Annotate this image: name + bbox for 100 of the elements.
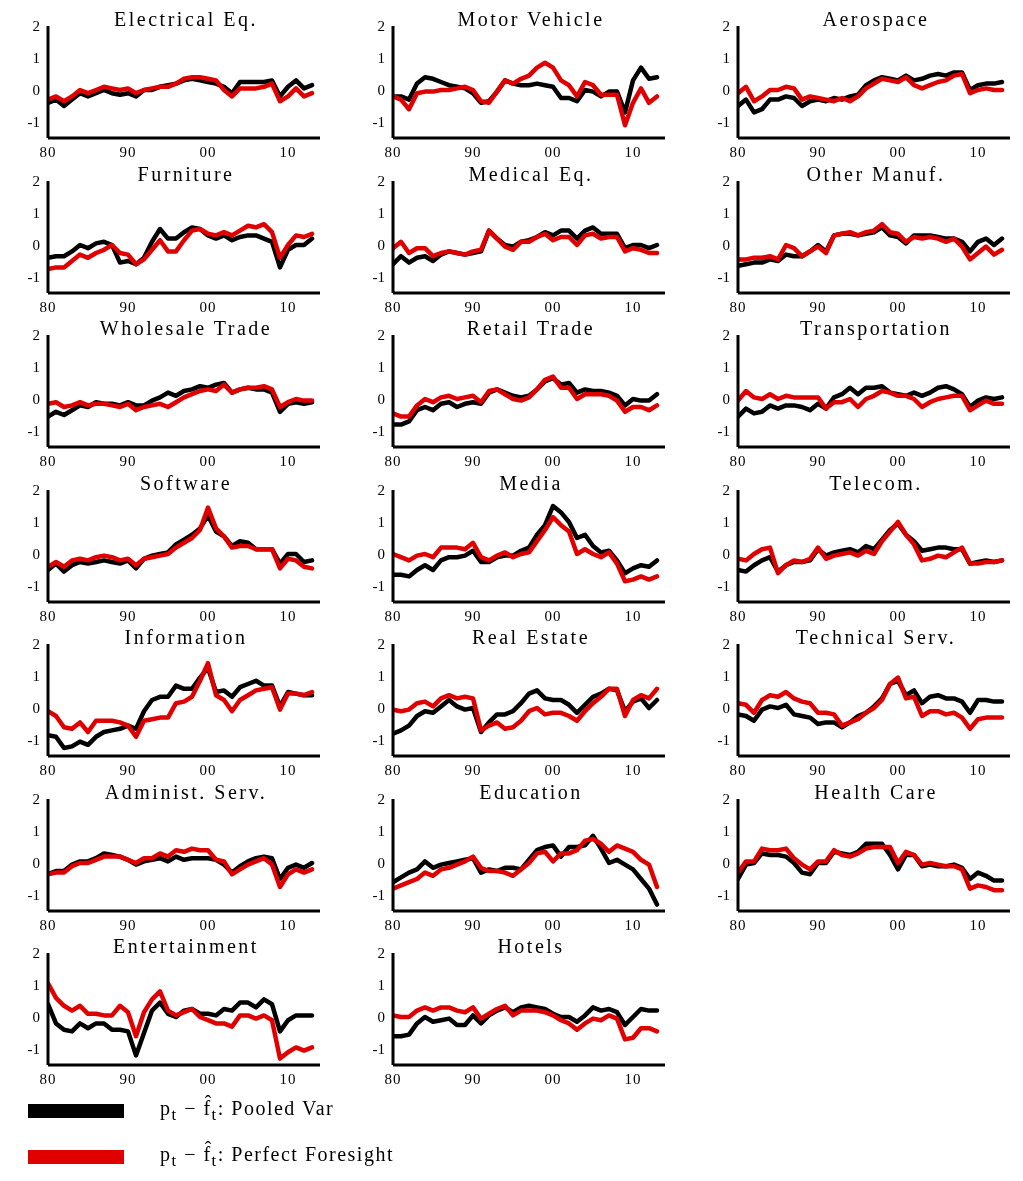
x-tick-label: 10 bbox=[624, 143, 642, 160]
chart-title: Technical Serv. bbox=[794, 626, 958, 649]
x-tick-label: 90 bbox=[809, 761, 827, 778]
chart-title: Telecom. bbox=[828, 471, 924, 495]
x-tick-label: 80 bbox=[39, 761, 57, 778]
y-tick-label: 1 bbox=[722, 204, 730, 221]
chart-title: Furniture bbox=[136, 162, 236, 186]
x-tick-label: 80 bbox=[729, 761, 747, 778]
y-tick-label: 2 bbox=[722, 18, 730, 35]
y-tick-label: 1 bbox=[722, 359, 730, 376]
x-tick-label: 80 bbox=[384, 761, 402, 778]
y-tick-label: 0 bbox=[722, 545, 730, 562]
y-tick-label: 0 bbox=[377, 854, 385, 871]
x-tick-label: 00 bbox=[199, 143, 217, 160]
y-tick-label: 0 bbox=[32, 854, 40, 871]
line-series bbox=[738, 388, 1005, 413]
y-tick-label: -1 bbox=[717, 886, 730, 903]
y-tick-label: 2 bbox=[32, 790, 40, 807]
y-tick-label: 2 bbox=[377, 481, 385, 498]
y-tick-label: 2 bbox=[722, 327, 730, 344]
x-tick-label: 90 bbox=[809, 143, 827, 160]
y-tick-label: 0 bbox=[377, 545, 385, 562]
x-tick-label: 10 bbox=[279, 1070, 297, 1087]
y-tick-label: 1 bbox=[32, 50, 40, 67]
x-tick-label: 90 bbox=[119, 1070, 137, 1087]
y-tick-label: -1 bbox=[27, 732, 40, 749]
x-tick-label: 90 bbox=[464, 1070, 482, 1087]
line-series bbox=[393, 60, 660, 128]
x-tick-label: 90 bbox=[464, 916, 482, 933]
x-tick-label: 00 bbox=[544, 916, 562, 933]
y-tick-label: -1 bbox=[372, 732, 385, 749]
y-tick-label: -1 bbox=[27, 577, 40, 594]
x-tick-label: 00 bbox=[889, 607, 907, 624]
x-tick-label: 80 bbox=[39, 1070, 57, 1087]
x-tick-label: 90 bbox=[464, 761, 482, 778]
y-tick-label: -1 bbox=[372, 886, 385, 903]
chart-title: Entertainment bbox=[112, 935, 260, 958]
y-tick-label: 2 bbox=[377, 172, 385, 189]
x-tick-label: 90 bbox=[119, 452, 137, 469]
x-tick-label: 00 bbox=[544, 761, 562, 778]
x-tick-label: 80 bbox=[39, 298, 57, 315]
y-tick-label: -1 bbox=[27, 886, 40, 903]
x-tick-label: 90 bbox=[464, 607, 482, 624]
y-tick-label: 1 bbox=[722, 822, 730, 839]
y-tick-label: 2 bbox=[722, 172, 730, 189]
x-tick-label: 10 bbox=[624, 916, 642, 933]
x-tick-label: 90 bbox=[119, 761, 137, 778]
x-tick-label: 10 bbox=[969, 452, 987, 469]
line-series bbox=[393, 514, 660, 583]
x-tick-label: 90 bbox=[809, 607, 827, 624]
line-series bbox=[738, 221, 1005, 262]
x-tick-label: 80 bbox=[729, 607, 747, 624]
y-tick-label: 0 bbox=[32, 700, 40, 717]
chart-title: Medical Eq. bbox=[467, 162, 595, 186]
x-tick-label: 10 bbox=[279, 916, 297, 933]
y-tick-label: -1 bbox=[372, 114, 385, 131]
x-tick-label: 10 bbox=[969, 143, 987, 160]
y-tick-label: 0 bbox=[722, 82, 730, 99]
x-tick-label: 10 bbox=[969, 916, 987, 933]
x-tick-label: 00 bbox=[199, 1070, 217, 1087]
x-tick-label: 80 bbox=[384, 607, 402, 624]
y-tick-label: 0 bbox=[32, 82, 40, 99]
chart-title: Real Estate bbox=[471, 626, 591, 649]
y-tick-label: -1 bbox=[717, 114, 730, 131]
chart-title: Education bbox=[478, 780, 584, 804]
x-tick-label: 80 bbox=[384, 1070, 402, 1087]
line-series bbox=[48, 382, 315, 413]
legend-label: p$_{t}$ − f̂$_{t}$: Pooled Var bbox=[160, 1097, 335, 1125]
line-series bbox=[48, 981, 315, 1061]
y-tick-label: 2 bbox=[32, 172, 40, 189]
y-tick-label: -1 bbox=[717, 732, 730, 749]
line-series bbox=[738, 844, 1005, 892]
x-tick-label: 00 bbox=[889, 143, 907, 160]
x-tick-label: 10 bbox=[279, 143, 297, 160]
chart-title: Transportation bbox=[798, 317, 953, 340]
chart-title: Aerospace bbox=[821, 8, 931, 31]
y-tick-label: 1 bbox=[32, 359, 40, 376]
chart-title: Wholesale Trade bbox=[98, 317, 274, 340]
x-tick-label: 00 bbox=[544, 607, 562, 624]
y-tick-label: 1 bbox=[377, 513, 385, 530]
y-tick-label: 0 bbox=[377, 236, 385, 253]
line-series bbox=[393, 227, 660, 258]
y-tick-label: 0 bbox=[32, 391, 40, 408]
y-tick-label: -1 bbox=[27, 114, 40, 131]
y-tick-label: -1 bbox=[372, 1041, 385, 1058]
x-tick-label: 00 bbox=[544, 143, 562, 160]
y-tick-label: 1 bbox=[377, 822, 385, 839]
chart-title: Administ. Serv. bbox=[103, 780, 269, 804]
y-tick-label: -1 bbox=[372, 268, 385, 285]
y-tick-label: -1 bbox=[372, 423, 385, 440]
line-series bbox=[48, 660, 315, 740]
x-tick-label: 00 bbox=[889, 298, 907, 315]
y-tick-label: 0 bbox=[377, 1009, 385, 1026]
x-tick-label: 80 bbox=[729, 452, 747, 469]
y-tick-label: 2 bbox=[377, 18, 385, 35]
x-tick-label: 10 bbox=[969, 761, 987, 778]
y-tick-label: 2 bbox=[377, 636, 385, 653]
x-tick-label: 90 bbox=[119, 916, 137, 933]
chart-title: Retail Trade bbox=[465, 317, 597, 340]
y-tick-label: 2 bbox=[32, 481, 40, 498]
